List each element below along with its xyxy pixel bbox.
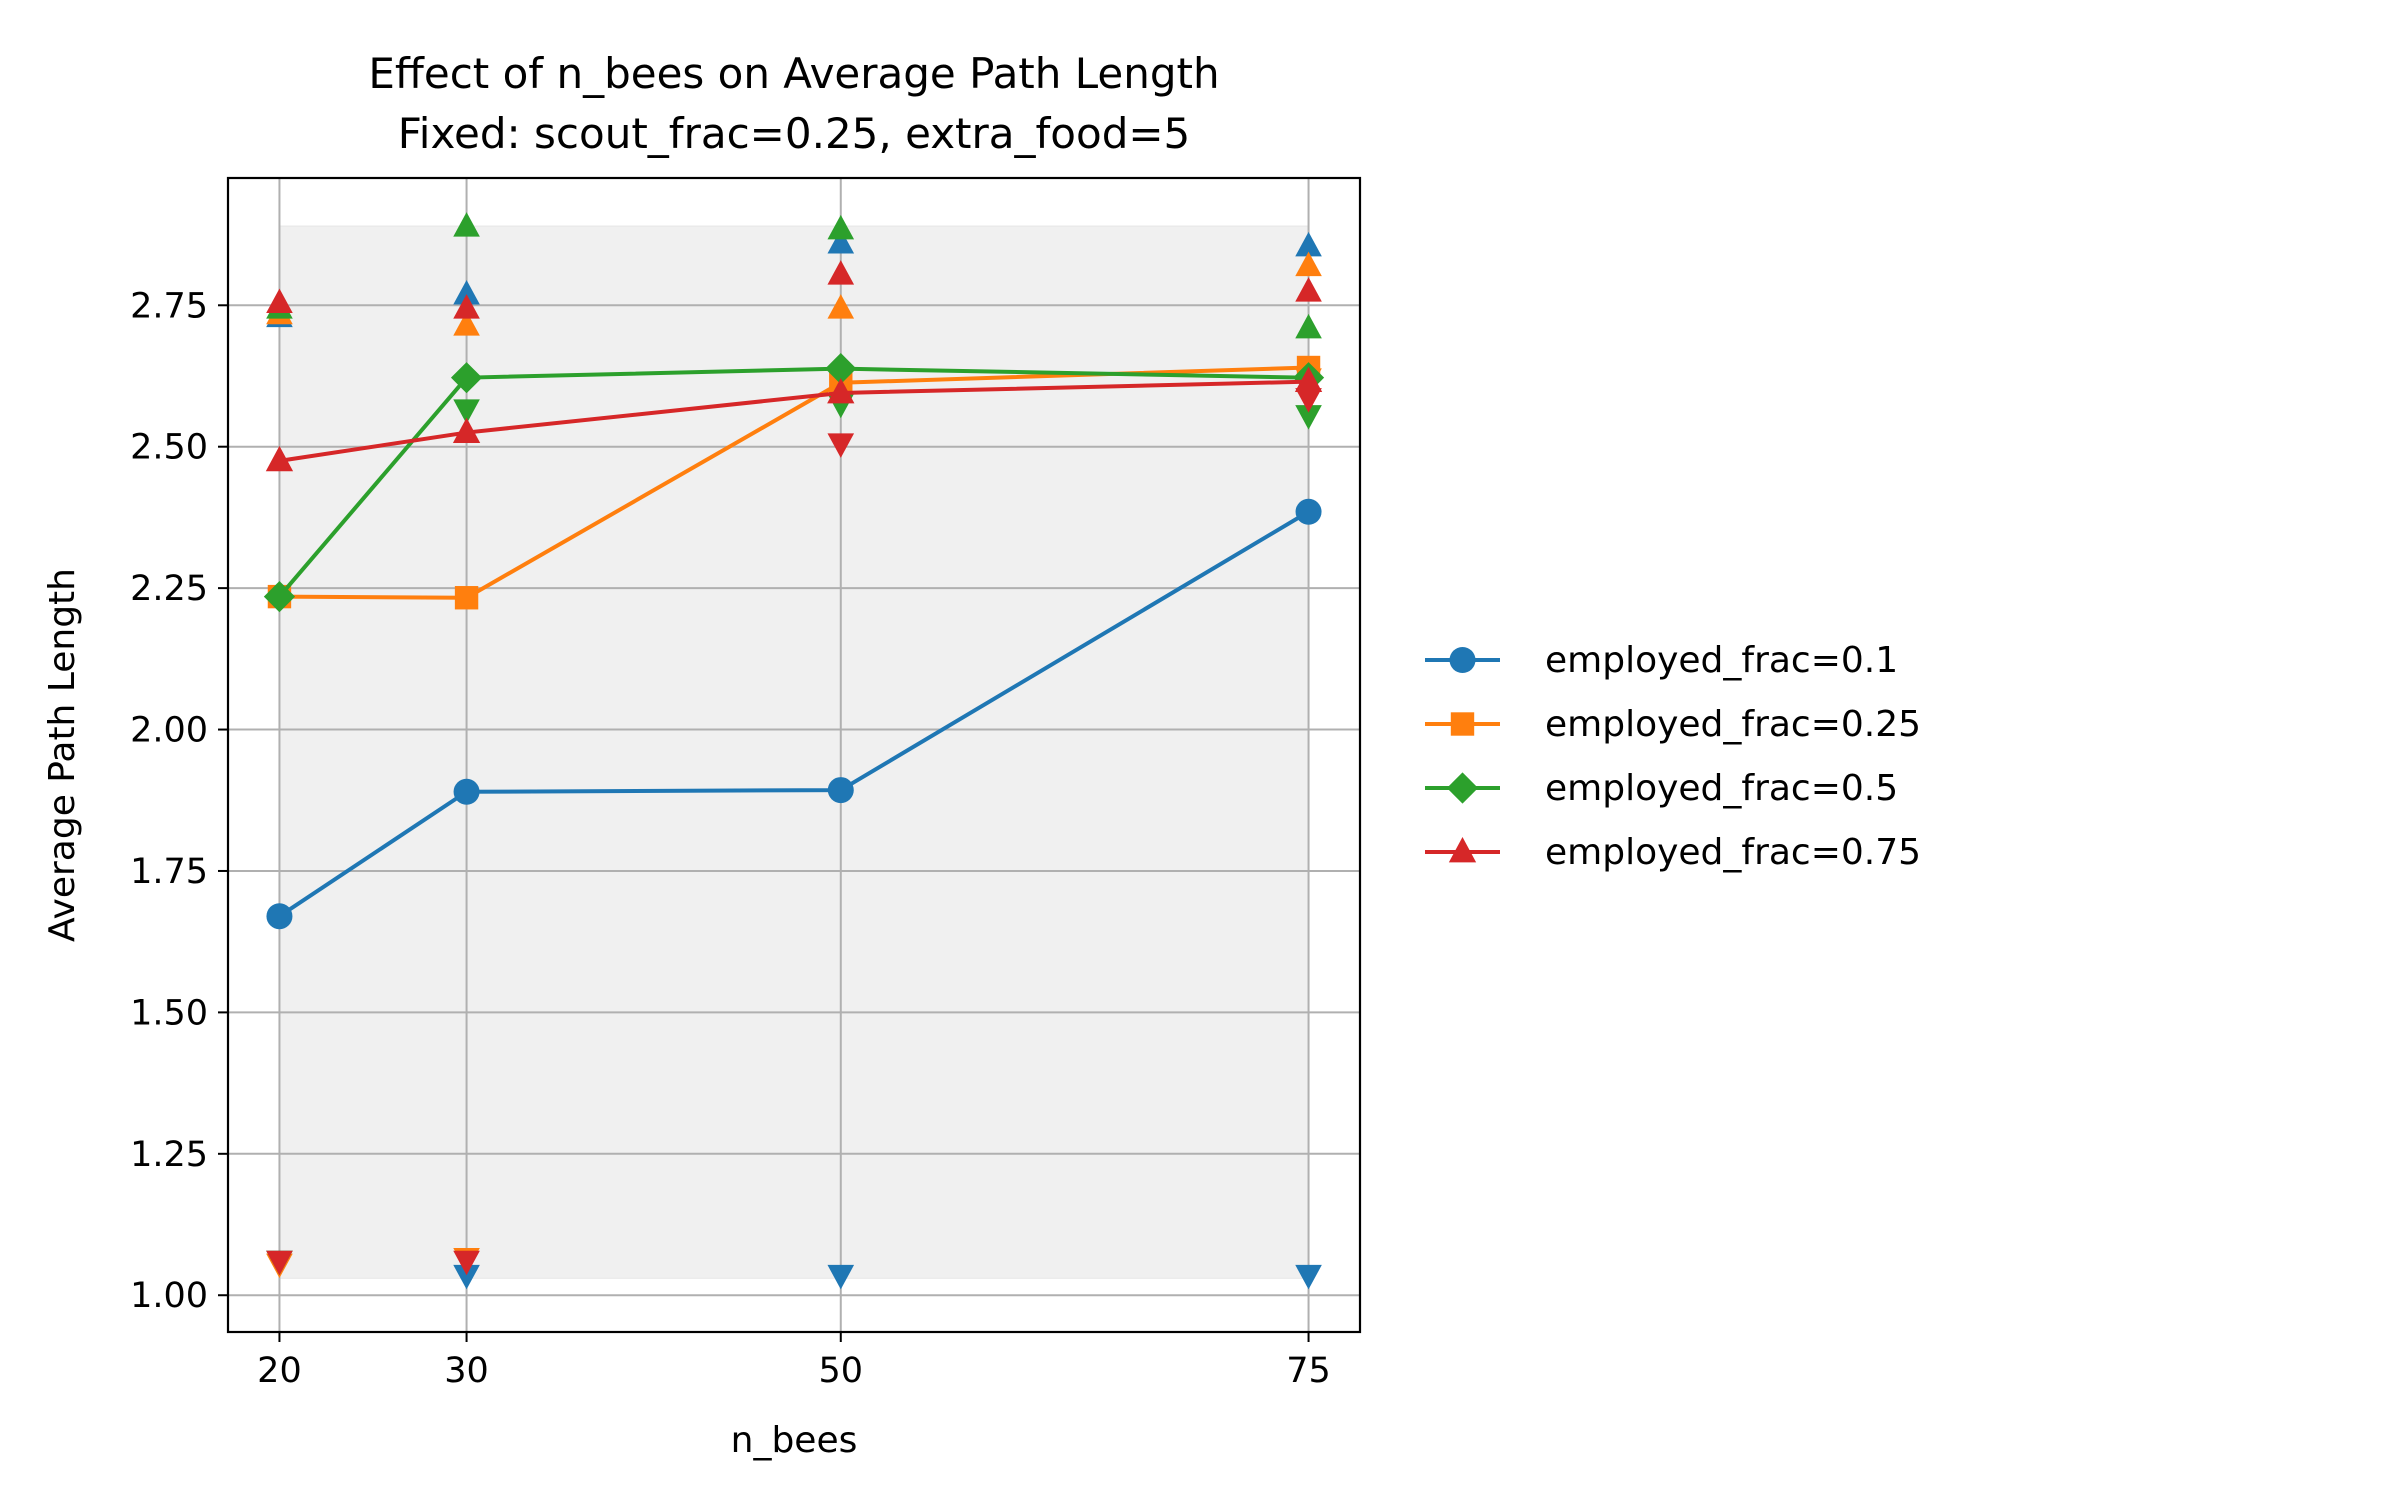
max-point [453,311,480,336]
legend-marker [1449,647,1476,673]
series-line [278,510,1310,918]
y-tick-label: 1.00 [130,1276,208,1316]
data-point [266,903,293,930]
data-point [265,445,294,472]
min-point [453,399,480,424]
range-band [278,225,1310,1279]
data-point [827,378,855,404]
y-tick-label: 1.75 [130,852,208,892]
legend-marker [1450,712,1475,736]
max-point [453,279,480,305]
legend-label: employed_frac=0.25 [1545,704,1921,745]
legend-item: employed_frac=0.5 [1425,768,1898,809]
min-point [453,1250,480,1276]
legend-item: employed_frac=0.75 [1425,832,1921,873]
data-point [1295,498,1322,525]
min-point [453,1264,480,1290]
min-point [827,1264,855,1290]
data-point [1294,366,1323,393]
x-tick-label: 75 [1286,1351,1331,1391]
data-point [454,586,479,610]
y-tick-label: 2.25 [130,569,208,609]
legend-marker [1446,772,1479,804]
y-tick-label: 1.50 [130,993,208,1033]
y-tick-label: 2.75 [130,286,208,326]
x-tick-label: 50 [819,1351,864,1391]
min-point [1295,405,1322,430]
data-point [825,353,857,385]
chart-title-line1: Effect of n_bees on Average Path Length [368,49,1219,98]
max-point [1295,251,1322,277]
y-axis-label: Average Path Length [42,568,83,942]
min-point [827,433,855,458]
max-point [1295,313,1322,339]
plot-frame [226,176,1362,1334]
x-tick-label: 30 [444,1351,489,1391]
max-point [827,229,855,254]
max-point [1295,231,1322,257]
max-point [827,260,855,285]
series-layer [263,212,1325,1290]
data-point [263,581,296,613]
y-tick-label: 2.00 [130,711,208,751]
max-point [453,294,480,319]
series-line [279,379,1309,463]
y-tick-label: 1.25 [130,1135,208,1175]
legend: employed_frac=0.1 employed_frac=0.25emplo… [1425,640,1921,873]
chart-title-line2: Fixed: scout_frac=0.25, extra_food=5 [398,109,1191,158]
min-point [266,1250,293,1276]
min-point [1295,1264,1322,1290]
data-point [452,417,481,443]
max-point [1295,277,1322,302]
x-tick-label: 20 [257,1351,302,1391]
x-axis-label: n_bees [731,1420,858,1461]
data-point [827,777,854,804]
max-point [827,294,855,319]
legend-item: employed_frac=0.1 [1425,640,1898,681]
legend-marker [1448,837,1477,863]
data-point [453,778,480,805]
data-point [450,362,483,394]
legend-label: employed_frac=0.5 [1545,768,1898,809]
legend-label: employed_frac=0.1 [1545,640,1898,681]
max-point [453,212,480,237]
series-line [277,366,1309,598]
y-tick-label: 2.50 [130,428,208,468]
max-point [827,214,855,240]
max-point [266,288,293,313]
legend-label: employed_frac=0.75 [1545,832,1921,873]
legend-item: employed_frac=0.25 [1425,704,1921,745]
min-point [1295,388,1322,413]
range-band-layer [278,225,1310,1279]
series-employed_frac=0.75 [265,260,1323,1276]
tick-layer: 20 30 50 75 1.00 1.25 1.50 1.75 2.00 2.25 2.50 2.75 [130,286,1331,1391]
